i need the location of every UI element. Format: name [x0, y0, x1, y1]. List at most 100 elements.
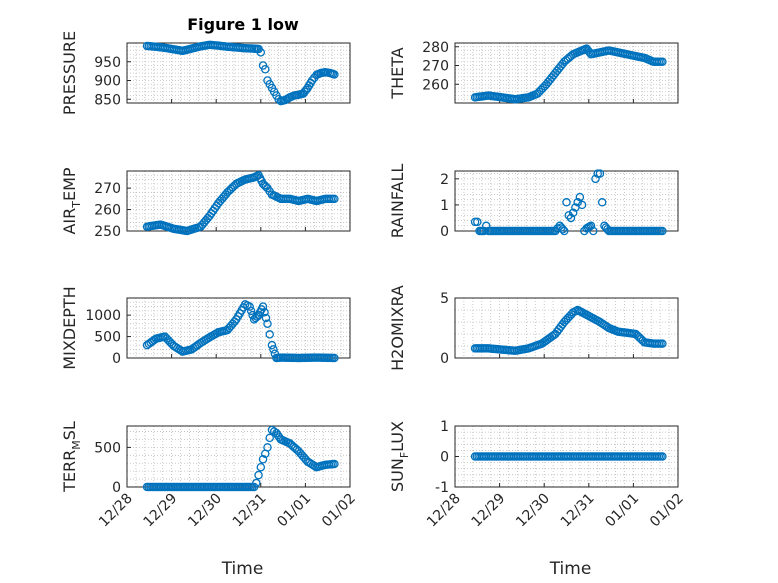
- y-tick-label: 900: [94, 74, 121, 90]
- data-point: [330, 459, 339, 469]
- y-tick-label: 1: [440, 198, 449, 214]
- y-tick-label: -1: [435, 480, 449, 496]
- y-axis-label-part: MIXDEPTH: [60, 286, 79, 369]
- x-tick-label: 12/31: [558, 491, 598, 531]
- y-tick-label: 0: [440, 351, 449, 367]
- y-axis-label-part: EMP: [60, 167, 79, 201]
- y-tick-label: 500: [94, 330, 121, 346]
- x-tick-label: 12/30: [185, 491, 225, 531]
- y-axis-label: RAINFALL: [388, 164, 407, 239]
- data-point: [258, 302, 268, 311]
- data-point: [330, 194, 339, 204]
- plot-border: [126, 42, 351, 104]
- y-axis-label-part: F: [398, 452, 411, 458]
- data-point: [260, 308, 269, 317]
- x-tick-label: 12/29: [141, 491, 181, 531]
- data-point: [473, 217, 482, 227]
- y-tick-label: 270: [94, 181, 121, 197]
- data-point: [573, 198, 582, 207]
- subplot-2: 260 270 280 THETA: [388, 40, 679, 104]
- figure-title: Figure 1 low: [187, 15, 299, 34]
- data-point: [586, 221, 596, 231]
- y-axis-label: TERRMSL: [60, 421, 83, 493]
- x-tick-label: 12/29: [469, 491, 509, 531]
- data-point: [566, 213, 576, 223]
- y-tick-label: 2: [440, 172, 449, 188]
- subplot-5: 0 500 1000 MIXDEPTH: [60, 286, 351, 370]
- y-tick-label: 850: [94, 92, 121, 108]
- y-tick-label: 1: [440, 419, 449, 435]
- data-point: [256, 48, 266, 57]
- x-axis-label: Time: [221, 559, 264, 579]
- plot-border: [126, 297, 351, 359]
- y-tick-label: 500: [94, 440, 121, 456]
- y-tick-label: 280: [422, 40, 449, 56]
- y-tick-label: 270: [422, 59, 449, 75]
- y-axis-label: MIXDEPTH: [60, 286, 79, 369]
- data-point: [254, 470, 263, 480]
- subplot-8: -1 0 1 SUNFLUX 12/28 12/29 12/30 12/31 01/01 01/0…: [388, 419, 687, 579]
- y-tick-label: 950: [94, 55, 121, 71]
- x-tick-label: 12/28: [96, 491, 136, 531]
- x-tick-label: 01/02: [647, 491, 687, 531]
- data-point: [575, 192, 585, 202]
- plot-border: [126, 170, 351, 232]
- data-point: [252, 478, 261, 488]
- data-point: [658, 57, 667, 67]
- y-tick-label: 1000: [85, 308, 121, 324]
- data-point: [589, 226, 598, 236]
- data-point: [591, 174, 600, 184]
- x-tick-label: 01/02: [319, 491, 359, 531]
- x-tick-label: 01/01: [602, 491, 642, 531]
- y-axis-label-part: M: [70, 440, 83, 450]
- data-point: [265, 433, 274, 443]
- x-tick-label: 01/01: [274, 491, 314, 531]
- data-point: [558, 225, 568, 234]
- y-tick-label: 0: [112, 351, 121, 367]
- y-axis-label-part: SUN: [388, 458, 407, 492]
- y-axis-label: THETA: [388, 47, 407, 99]
- data-point: [577, 200, 587, 210]
- y-tick-label: 260: [422, 77, 449, 93]
- data-point: [568, 208, 578, 217]
- data-point: [245, 302, 254, 311]
- subplot-4: 0 1 2 RAINFALL: [388, 164, 679, 240]
- y-axis-label: AIRTEMP: [60, 167, 83, 234]
- data-point: [658, 452, 667, 461]
- data-point: [246, 306, 256, 316]
- x-tick-label: 12/28: [424, 491, 464, 531]
- y-axis-label: SUNFLUX: [388, 421, 411, 492]
- data-point: [564, 211, 573, 220]
- y-tick-label: 250: [94, 224, 121, 240]
- subplot-6: 0 5 H2OMIXRA: [388, 285, 679, 371]
- data-point: [562, 198, 571, 207]
- y-axis-label-part: AIR: [60, 208, 79, 235]
- data-point: [330, 70, 339, 79]
- x-tick-label: 12/30: [513, 491, 553, 531]
- data-point: [269, 345, 278, 354]
- data-point: [265, 330, 274, 339]
- plot-border: [454, 297, 679, 359]
- y-tick-label: 0: [112, 480, 121, 496]
- subplot-7: 0 500 TERRMSL 12/28 12/29 12/30 12/31 01/01 01/0…: [60, 421, 359, 579]
- data-point: [658, 339, 667, 348]
- data-point: [658, 226, 667, 236]
- data-point: [595, 169, 605, 178]
- x-axis-label: Time: [549, 559, 592, 579]
- subplot-1: 850 900 950 PRESSURE: [60, 31, 351, 115]
- plot-border: [454, 42, 679, 104]
- subplot-3: 250 260 270 AIRTEMP: [60, 167, 351, 240]
- data-point: [267, 340, 277, 350]
- plot-frame: [126, 425, 351, 488]
- y-axis-label-part: SL: [60, 421, 79, 440]
- y-axis-label-part: THETA: [388, 47, 407, 99]
- data-point: [597, 198, 607, 207]
- data-point: [256, 462, 266, 472]
- plot-frame: [454, 170, 679, 232]
- data-point: [263, 443, 272, 452]
- y-axis-label: H2OMIXRA: [388, 285, 407, 371]
- x-tick-label: 12/31: [230, 491, 270, 531]
- y-tick-label: 0: [440, 450, 449, 466]
- data-point: [560, 226, 569, 236]
